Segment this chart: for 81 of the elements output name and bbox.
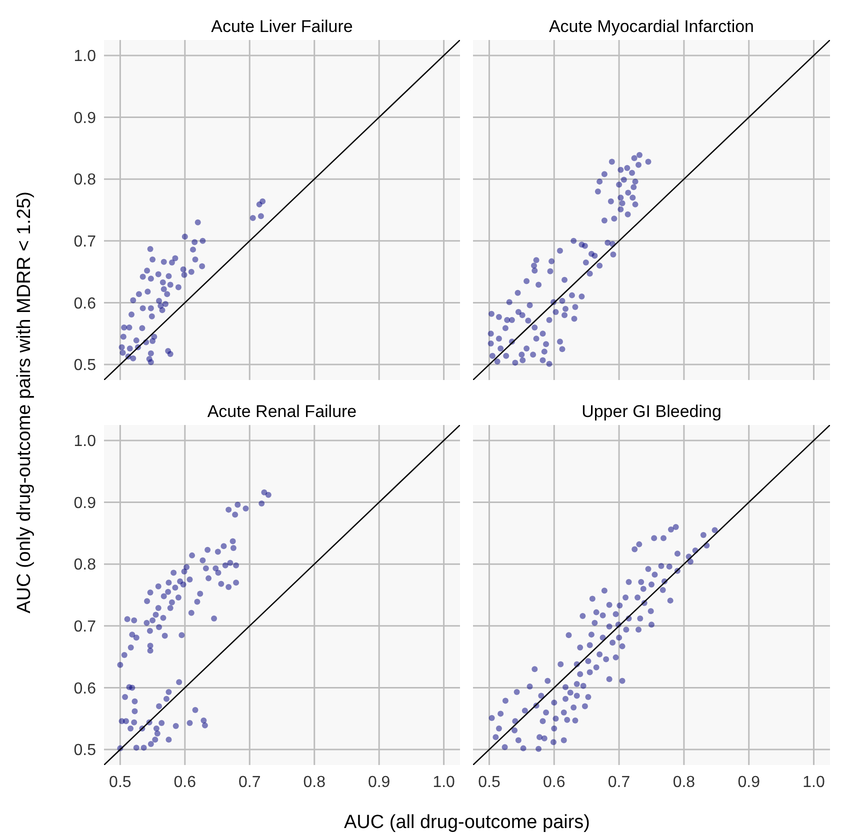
point [128, 311, 135, 318]
y-tick-label: 0.7 [74, 234, 96, 251]
point [133, 337, 140, 344]
chart-title: Acute Liver Failure [211, 17, 353, 36]
y-axis-title: AUC (only drug-outcome pairs with MDRR < 1.25) [14, 192, 35, 614]
x-tick-label: 0.7 [608, 774, 630, 791]
point [192, 256, 198, 262]
y-tick-label: 1.0 [74, 433, 96, 450]
y-tick-label: 0.8 [74, 556, 96, 574]
point [188, 268, 194, 275]
x-tick-label: 0.9 [738, 774, 760, 791]
point [190, 246, 196, 253]
y-tick-label: 0.9 [74, 494, 96, 512]
point [256, 201, 262, 208]
y-tick-label: 0.8 [74, 172, 96, 189]
y-tick-label: 0.6 [74, 680, 96, 698]
point [199, 263, 206, 270]
point [148, 305, 154, 312]
chart-title: Upper GI Bleeding [582, 402, 722, 421]
point [258, 213, 264, 220]
x-tick-label: 0.7 [238, 774, 261, 791]
point [250, 215, 256, 222]
chart-title: Acute Myocardial Infarction [548, 17, 754, 36]
y-tick-label: 0.7 [74, 618, 96, 636]
point [172, 255, 178, 262]
point [167, 351, 174, 358]
point [130, 297, 136, 304]
point [126, 345, 133, 352]
y-tick-label: 0.6 [74, 295, 96, 312]
point [175, 284, 182, 290]
y-tick-label: 0.5 [74, 357, 96, 374]
x-tick-label: 1.0 [432, 774, 456, 791]
point [147, 246, 154, 252]
x-axis-title: AUC (all drug-outcome pairs) [344, 812, 590, 833]
chart-title: Acute Renal Failure [207, 402, 357, 421]
x-tick-label: 1.0 [802, 774, 825, 791]
point [160, 286, 167, 292]
point [182, 234, 188, 240]
x-tick-label: 0.6 [174, 774, 196, 791]
point [200, 238, 206, 244]
x-tick-label: 0.9 [368, 774, 390, 791]
point [159, 307, 166, 314]
point [121, 324, 128, 330]
point [162, 300, 168, 307]
point [144, 268, 150, 274]
point [139, 325, 146, 332]
point [168, 260, 175, 266]
y-tick-label: 1.0 [74, 48, 96, 66]
point [160, 258, 167, 265]
point [166, 273, 172, 280]
point [160, 279, 166, 286]
point [192, 239, 198, 246]
point [120, 334, 126, 340]
point [148, 350, 154, 356]
point [181, 272, 188, 278]
point [155, 271, 162, 278]
y-tick-label: 0.9 [74, 110, 96, 127]
x-tick-label: 0.8 [303, 774, 326, 791]
point [150, 338, 156, 344]
point [126, 324, 132, 330]
point [148, 313, 155, 320]
x-tick-label: 0.8 [672, 774, 696, 791]
point [148, 276, 154, 282]
x-tick-label: 0.6 [543, 774, 566, 791]
point [136, 291, 142, 298]
point [180, 266, 186, 272]
point [148, 359, 154, 366]
x-tick-label: 0.5 [478, 774, 500, 791]
point [118, 344, 125, 350]
point [194, 219, 201, 226]
point [140, 305, 146, 312]
point [140, 274, 146, 280]
point [144, 288, 151, 295]
x-tick-label: 0.5 [109, 774, 132, 791]
point [120, 350, 126, 356]
point [150, 256, 156, 262]
point [164, 291, 170, 298]
point [130, 355, 136, 362]
point [167, 282, 174, 288]
y-tick-label: 0.5 [74, 742, 96, 760]
point [156, 298, 162, 304]
